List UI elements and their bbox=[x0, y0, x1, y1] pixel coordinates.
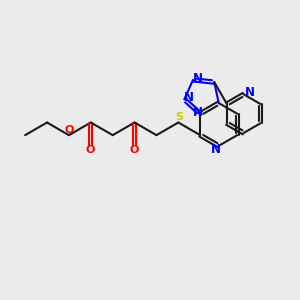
Text: N: N bbox=[211, 143, 221, 156]
Text: S: S bbox=[175, 112, 183, 122]
Text: N: N bbox=[193, 106, 203, 119]
Text: N: N bbox=[193, 72, 202, 85]
Text: O: O bbox=[65, 125, 74, 135]
Text: O: O bbox=[85, 145, 95, 155]
Text: O: O bbox=[129, 145, 139, 155]
Text: N: N bbox=[184, 92, 194, 104]
Text: N: N bbox=[244, 86, 255, 99]
